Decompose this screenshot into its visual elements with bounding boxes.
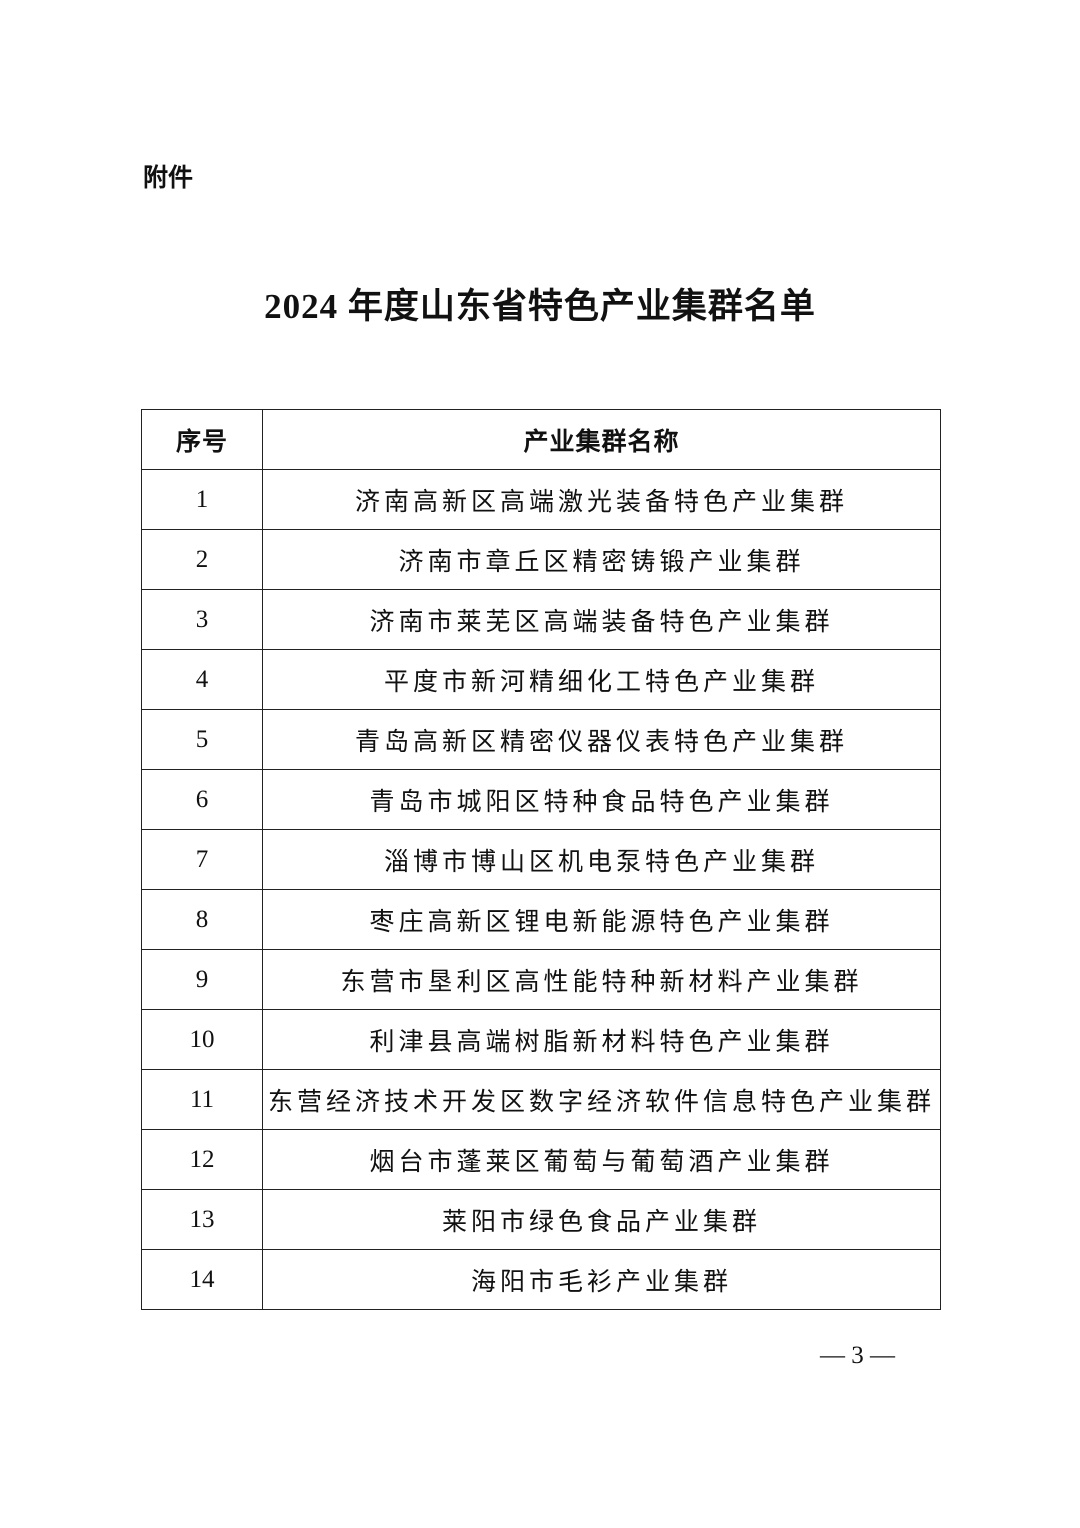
cluster-name: 济南高新区高端激光装备特色产业集群	[262, 469, 941, 530]
row-number: 9	[141, 949, 263, 1010]
cluster-name: 青岛高新区精密仪器仪表特色产业集群	[262, 709, 941, 770]
cluster-name: 东营市垦利区高性能特种新材料产业集群	[262, 949, 941, 1010]
row-number: 10	[141, 1009, 263, 1070]
table-row: 6 青岛市城阳区特种食品特色产业集群	[141, 769, 941, 830]
cluster-name: 济南市莱芜区高端装备特色产业集群	[262, 589, 941, 650]
column-header: 产业集群名称	[262, 409, 941, 470]
table-row: 4 平度市新河精细化工特色产业集群	[141, 649, 941, 710]
row-number: 12	[141, 1129, 263, 1190]
cluster-name: 莱阳市绿色食品产业集群	[262, 1189, 941, 1250]
row-number: 1	[141, 469, 263, 530]
table-row: 9 东营市垦利区高性能特种新材料产业集群	[141, 949, 941, 1010]
cluster-name: 海阳市毛衫产业集群	[262, 1249, 941, 1310]
table-row: 13 莱阳市绿色食品产业集群	[141, 1189, 941, 1250]
row-number: 13	[141, 1189, 263, 1250]
row-number: 5	[141, 709, 263, 770]
table-head: 序号 产业集群名称	[141, 409, 941, 470]
table-row: 12 烟台市蓬莱区葡萄与葡萄酒产业集群	[141, 1129, 941, 1190]
attachment-label: 附件	[143, 163, 194, 192]
cluster-name: 平度市新河精细化工特色产业集群	[262, 649, 941, 710]
row-number: 6	[141, 769, 263, 830]
row-number: 14	[141, 1249, 263, 1310]
row-number: 2	[141, 529, 263, 590]
column-header: 序号	[141, 409, 263, 470]
page-number: — 3 —	[820, 1342, 895, 1369]
row-number: 4	[141, 649, 263, 710]
table-row: 3 济南市莱芜区高端装备特色产业集群	[141, 589, 941, 650]
header-row: 序号 产业集群名称	[141, 409, 941, 470]
table-row: 7 淄博市博山区机电泵特色产业集群	[141, 829, 941, 890]
row-number: 11	[141, 1069, 263, 1130]
cluster-name: 东营经济技术开发区数字经济软件信息特色产业集群	[262, 1069, 941, 1130]
row-number: 8	[141, 889, 263, 950]
cluster-name: 青岛市城阳区特种食品特色产业集群	[262, 769, 941, 830]
table-row: 11 东营经济技术开发区数字经济软件信息特色产业集群	[141, 1069, 941, 1130]
row-number: 3	[141, 589, 263, 650]
cluster-name: 枣庄高新区锂电新能源特色产业集群	[262, 889, 941, 950]
cluster-table: 序号 产业集群名称 1 济南高新区高端激光装备特色产业集群 2 济南市章丘区精密铸锻产业…	[141, 409, 941, 1310]
cluster-name: 淄博市博山区机电泵特色产业集群	[262, 829, 941, 890]
table-row: 1 济南高新区高端激光装备特色产业集群	[141, 469, 941, 530]
table-row: 10 利津县高端树脂新材料特色产业集群	[141, 1009, 941, 1070]
document-title: 2024 年度山东省特色产业集群名单	[264, 287, 816, 326]
table-row: 14 海阳市毛衫产业集群	[141, 1249, 941, 1310]
table-body: 1 济南高新区高端激光装备特色产业集群 2 济南市章丘区精密铸锻产业集群 3 济南市莱芜区…	[141, 469, 941, 1310]
cluster-name: 济南市章丘区精密铸锻产业集群	[262, 529, 941, 590]
table-row: 8 枣庄高新区锂电新能源特色产业集群	[141, 889, 941, 950]
cluster-name: 利津县高端树脂新材料特色产业集群	[262, 1009, 941, 1070]
table-row: 5 青岛高新区精密仪器仪表特色产业集群	[141, 709, 941, 770]
row-number: 7	[141, 829, 263, 890]
table-row: 2 济南市章丘区精密铸锻产业集群	[141, 529, 941, 590]
cluster-name: 烟台市蓬莱区葡萄与葡萄酒产业集群	[262, 1129, 941, 1190]
